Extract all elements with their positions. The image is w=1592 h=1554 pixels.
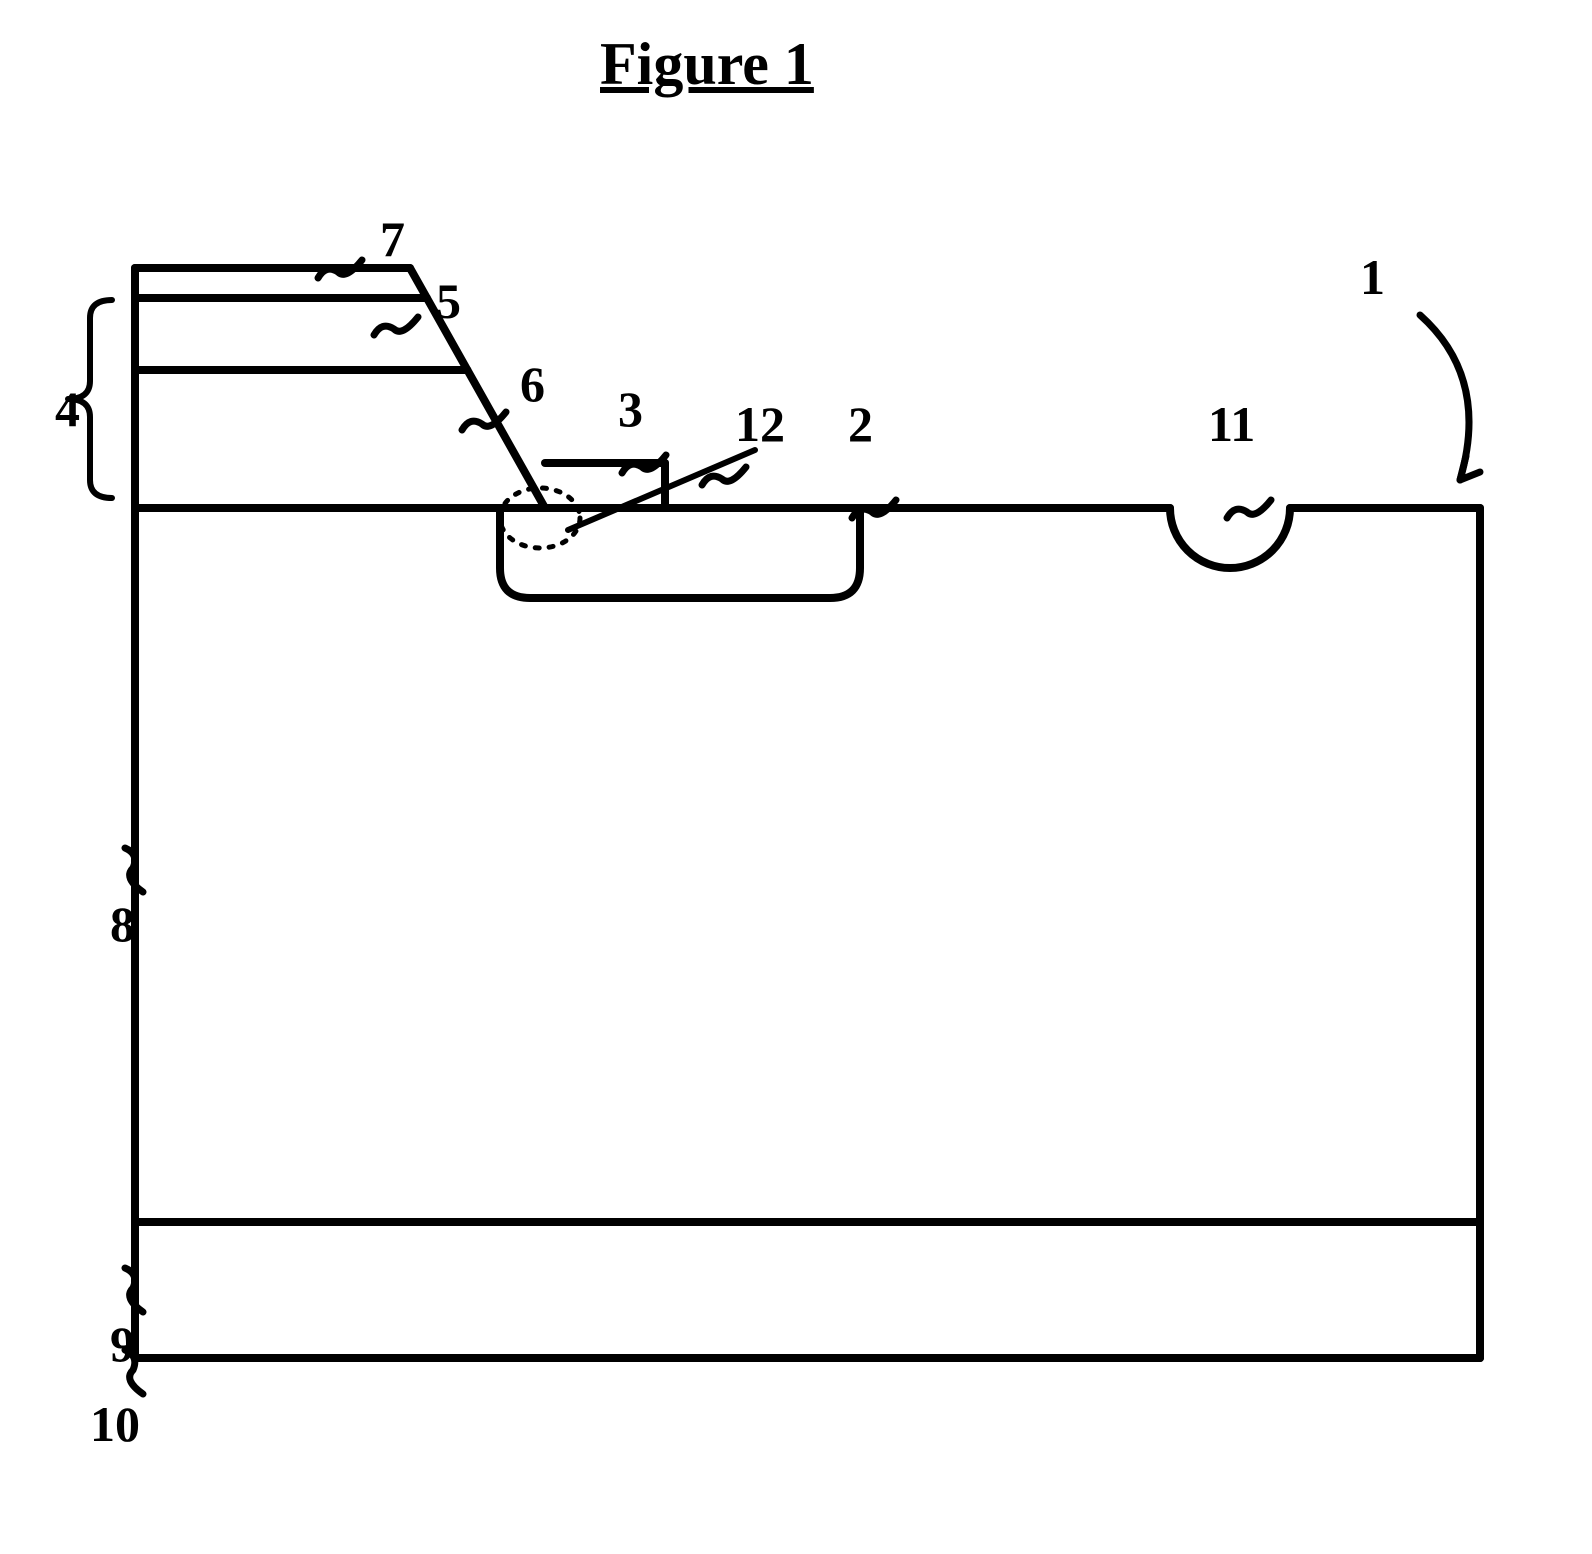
ref-label-11: 11 bbox=[1208, 395, 1255, 453]
ref-label-2: 2 bbox=[848, 395, 873, 453]
ref-label-12: 12 bbox=[735, 395, 785, 453]
ref-label-3: 3 bbox=[618, 380, 643, 438]
ref-label-9: 9 bbox=[110, 1315, 135, 1373]
ref-label-10: 10 bbox=[90, 1395, 140, 1453]
diagram-canvas: Figure 1 756321112148910 bbox=[0, 0, 1592, 1554]
ref-label-6: 6 bbox=[520, 355, 545, 413]
ref-label-7: 7 bbox=[380, 210, 405, 268]
ref-label-5: 5 bbox=[436, 272, 461, 330]
diagram-svg bbox=[0, 0, 1592, 1554]
ref-label-1: 1 bbox=[1360, 248, 1385, 306]
ref-label-8: 8 bbox=[110, 895, 135, 953]
ref-label-4: 4 bbox=[55, 380, 80, 438]
